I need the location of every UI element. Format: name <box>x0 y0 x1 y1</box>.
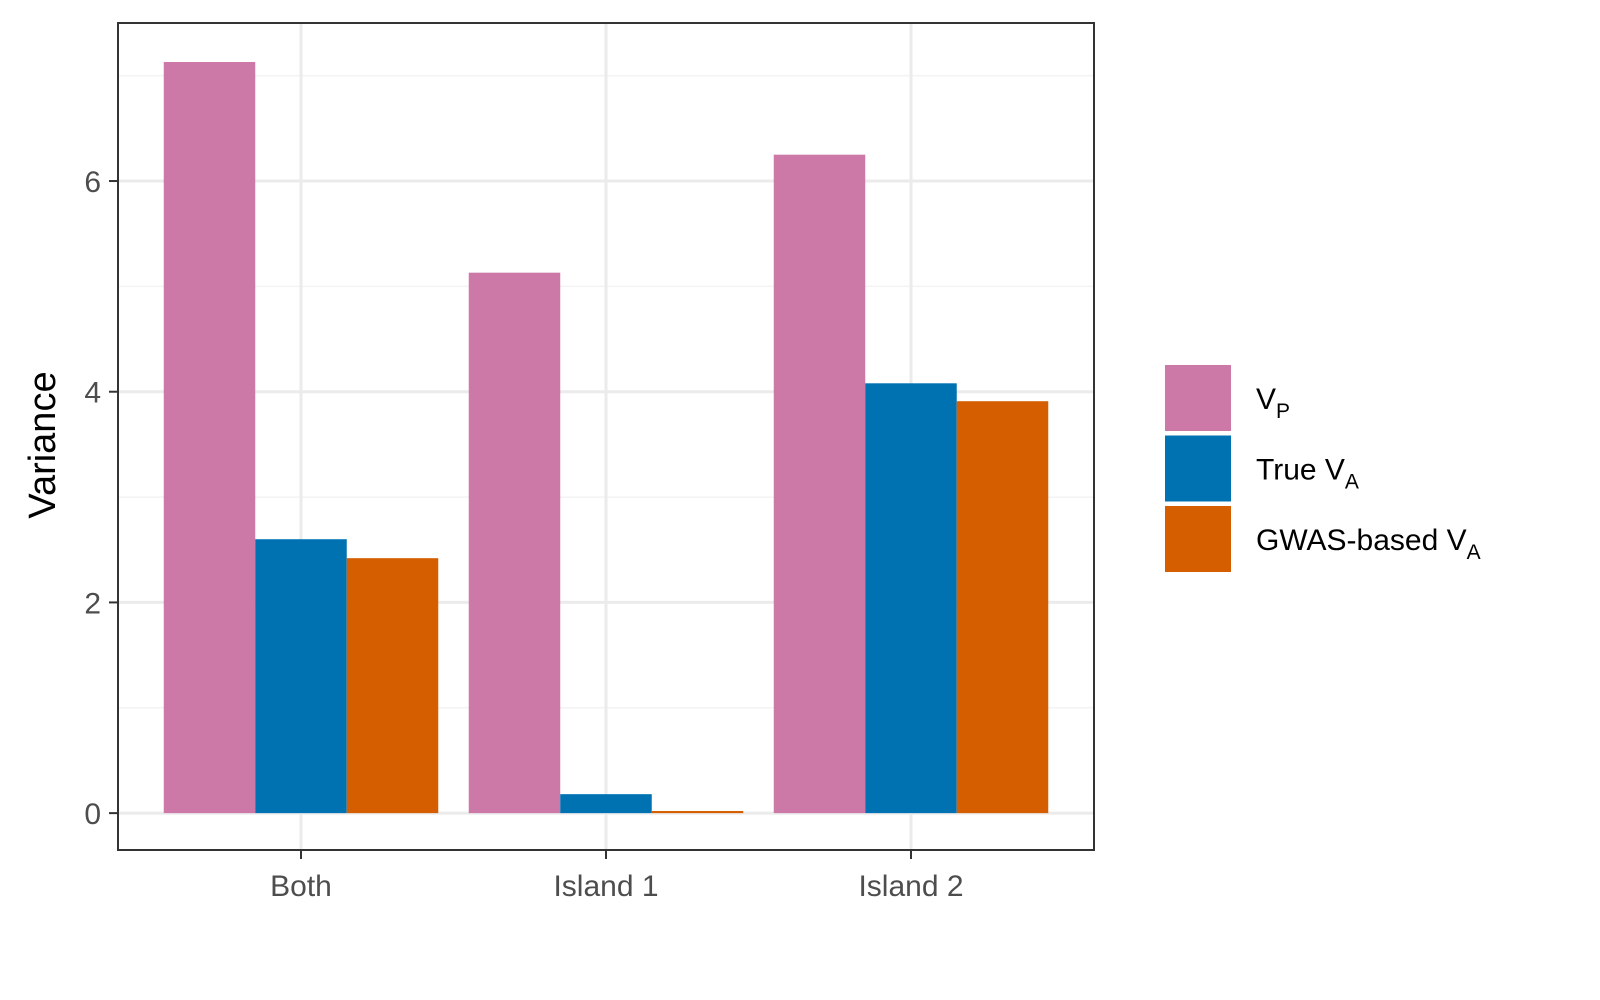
y-tick-label: 4 <box>84 377 101 410</box>
y-tick-label: 2 <box>84 587 101 620</box>
bar <box>956 401 1049 814</box>
y-tick-label: 6 <box>84 166 101 199</box>
bar <box>651 811 744 814</box>
legend-key <box>1165 506 1231 572</box>
x-tick-label: Both <box>270 870 332 903</box>
axes: 0 2 4 6 Both Island 1 Island 2 <box>84 166 963 903</box>
x-tick-label: Island 1 <box>553 870 658 903</box>
y-axis-label: Variance <box>22 371 64 518</box>
bar <box>255 539 347 814</box>
bar <box>346 558 439 814</box>
x-tick-label: Island 2 <box>858 870 963 903</box>
legend: VP True VA GWAS-based VA <box>1165 365 1481 572</box>
legend-label: True VA <box>1256 454 1359 494</box>
legend-label: GWAS-based VA <box>1256 524 1481 564</box>
legend-key <box>1165 365 1231 431</box>
bars <box>163 61 1049 814</box>
bar <box>773 154 866 814</box>
bar <box>468 272 561 814</box>
bar <box>865 383 957 814</box>
legend-key <box>1165 435 1231 502</box>
bar <box>163 61 256 814</box>
panel-border <box>117 22 1095 851</box>
legend-label: VP <box>1256 383 1290 423</box>
bar <box>560 794 652 814</box>
y-tick-label: 0 <box>84 798 101 831</box>
